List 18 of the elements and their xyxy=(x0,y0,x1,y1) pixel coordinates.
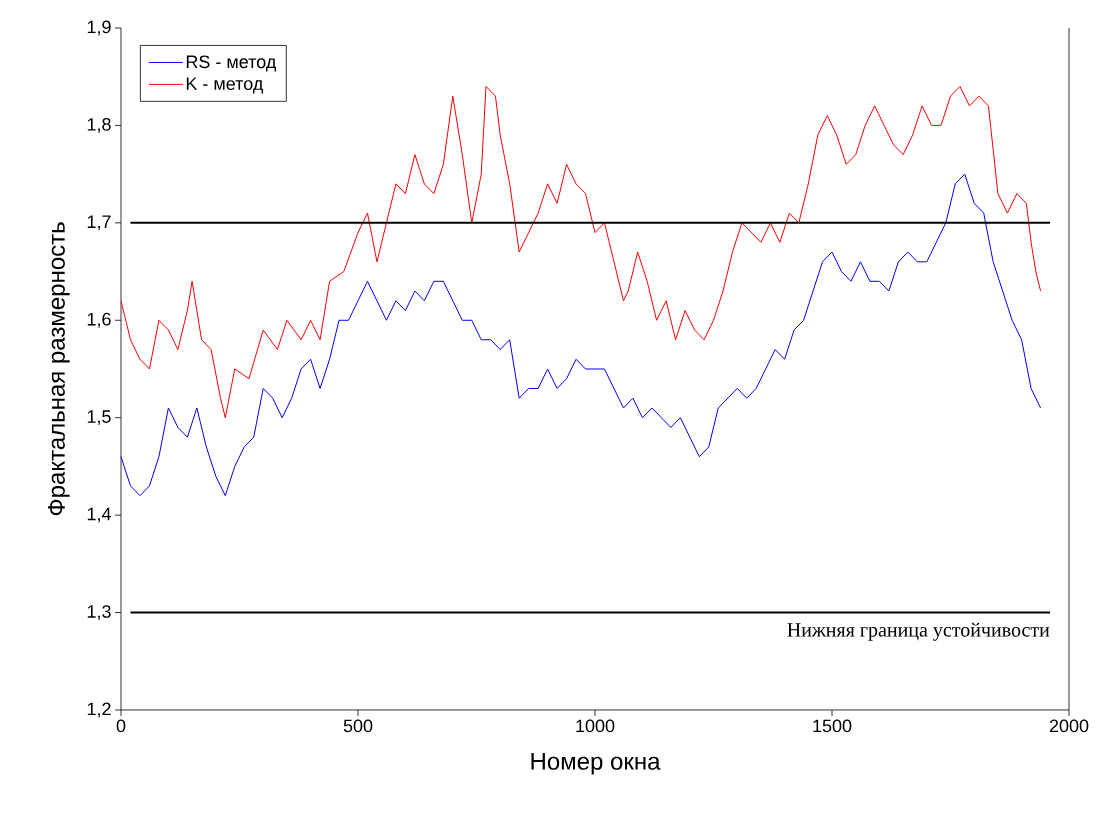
x-tick-label: 1500 xyxy=(813,719,852,733)
x-tick-label: 500 xyxy=(343,719,373,733)
x-tick-label: 1000 xyxy=(576,719,615,733)
y-tick-label: 1,7 xyxy=(87,215,111,231)
y-axis-title: Фрактальная размерность xyxy=(48,222,70,516)
y-tick-label: 1,9 xyxy=(87,20,111,36)
ref-line-label: Нижняя граница устойчивости xyxy=(787,622,1050,641)
y-tick-label: 1,3 xyxy=(87,605,111,620)
y-tick-label: 1,4 xyxy=(87,507,111,523)
x-axis-title: Номер окна xyxy=(531,753,661,775)
y-tick-label: 1,2 xyxy=(87,702,111,718)
legend-label: RS - метод xyxy=(186,55,277,72)
y-tick-label: 1,6 xyxy=(87,312,111,328)
y-tick-label: 1,5 xyxy=(87,410,111,426)
legend-label: K - метод xyxy=(186,77,264,94)
x-tick-label: 2000 xyxy=(1049,719,1089,733)
x-tick-label: 0 xyxy=(116,719,126,733)
y-tick-label: 1,8 xyxy=(87,117,111,133)
